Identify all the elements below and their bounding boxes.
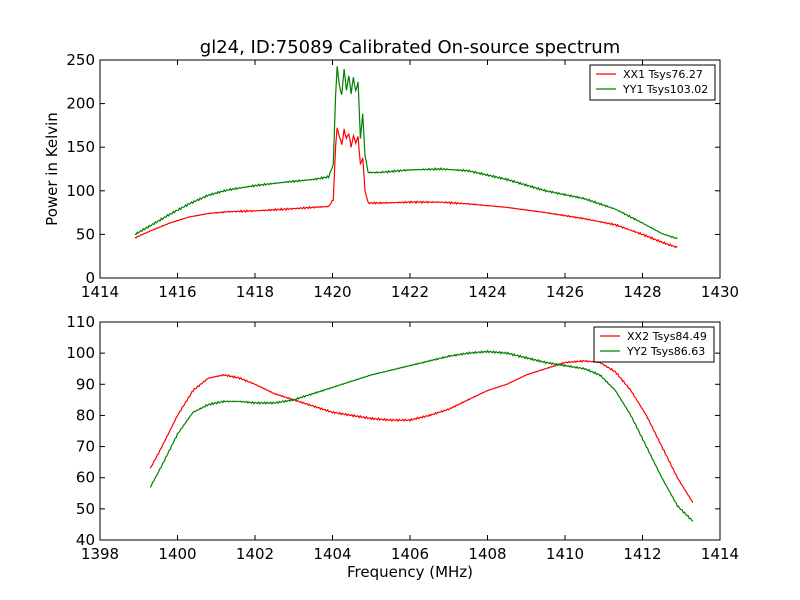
top-legend: XX1 Tsys76.27 YY1 Tsys103.02: [589, 64, 716, 101]
top-x-tick-label: 1422: [391, 283, 429, 301]
bottom-legend-box: [593, 326, 715, 363]
top-x-tick-label: 1426: [546, 283, 584, 301]
top-y-tick-label: 50: [76, 225, 95, 243]
bottom-plot: 1398 1400 1402 1404 1406 1408 1410 1412 1414 40 50…: [66, 313, 739, 581]
bottom-y-tick-label: 40: [76, 531, 95, 549]
top-x-tick-label: 1420: [313, 283, 351, 301]
bottom-y-tick-label: 100: [66, 344, 95, 362]
bottom-x-axis-label: Frequency (MHz): [347, 563, 473, 581]
top-legend-box: [589, 64, 716, 101]
top-x-tick-label: 1414: [81, 283, 119, 301]
top-series-line-1: [134, 66, 678, 240]
bottom-y-tick-label: 50: [76, 500, 95, 518]
top-series-line-0: [134, 127, 678, 249]
top-x-tick-label: 1424: [468, 283, 506, 301]
bottom-x-tick-label: 1404: [313, 545, 351, 563]
bottom-x-tick-label: 1398: [81, 545, 119, 563]
bottom-legend: XX2 Tsys84.49 YY2 Tsys86.63: [593, 326, 715, 363]
top-y-tick-label: 100: [66, 182, 95, 200]
bottom-y-tick-label: 60: [76, 469, 95, 487]
top-x-tick-label: 1418: [236, 283, 274, 301]
bottom-x-tick-label: 1400: [158, 545, 196, 563]
bottom-y-tick-label: 110: [66, 313, 95, 331]
bottom-y-tick-label: 70: [76, 438, 95, 456]
bottom-x-tick-label: 1414: [701, 545, 739, 563]
top-plot: 1414 1416 1418 1420 1422 1424 1426 1428 1430 0 50 1…: [43, 51, 739, 301]
bottom-x-tick-label: 1412: [623, 545, 661, 563]
top-x-tick-label: 1428: [623, 283, 661, 301]
top-legend-label: YY1 Tsys103.02: [622, 83, 708, 96]
top-legend-label: XX1 Tsys76.27: [623, 68, 703, 81]
top-y-tick-label: 250: [66, 51, 95, 69]
bottom-x-tick-label: 1410: [546, 545, 584, 563]
top-y-tick-label: 0: [85, 269, 95, 287]
bottom-x-tick-label: 1402: [236, 545, 274, 563]
top-y-axis-label: Power in Kelvin: [43, 112, 61, 226]
top-x-tick-label: 1416: [158, 283, 196, 301]
bottom-legend-label: YY2 Tsys86.63: [626, 345, 705, 358]
bottom-x-tick-label: 1406: [391, 545, 429, 563]
top-y-tick-label: 200: [66, 95, 95, 113]
bottom-y-tick-label: 90: [76, 375, 95, 393]
bottom-series-line-1: [149, 349, 694, 522]
top-x-tick-label: 1430: [701, 283, 739, 301]
chart-title: gl24, ID:75089 Calibrated On-source spec…: [200, 37, 620, 58]
bottom-x-tick-label: 1408: [468, 545, 506, 563]
bottom-legend-label: XX2 Tsys84.49: [627, 330, 707, 343]
bottom-series-line-0: [149, 359, 694, 503]
top-y-tick-label: 150: [66, 138, 95, 156]
bottom-y-tick-label: 80: [76, 406, 95, 424]
